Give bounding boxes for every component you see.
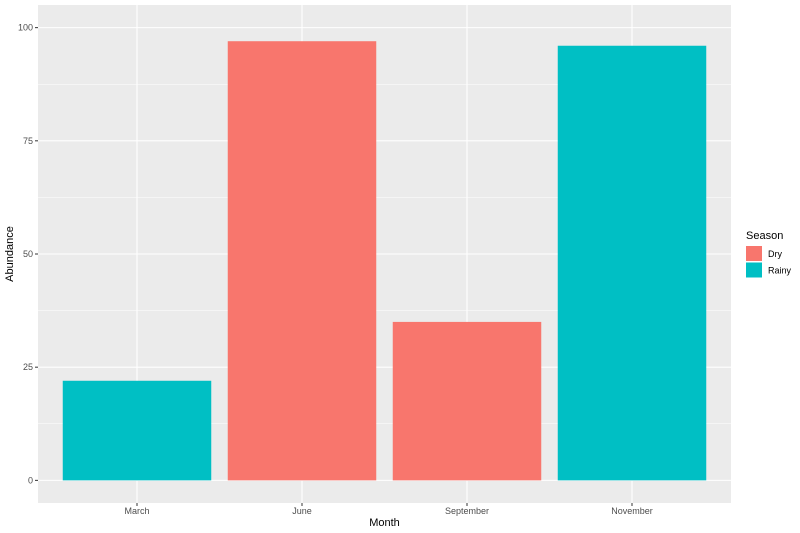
x-axis-ticks: March June September November <box>124 503 653 516</box>
y-axis-title: Abundance <box>4 226 16 282</box>
legend-key-dry <box>746 246 762 261</box>
bar-september <box>392 321 542 481</box>
bar-march <box>62 380 212 481</box>
y-tick-label: 75 <box>23 136 33 146</box>
y-tick-label: 25 <box>23 362 33 372</box>
x-tick-label: November <box>611 506 653 516</box>
y-tick-label: 0 <box>28 475 33 485</box>
legend-label-rainy: Rainy <box>768 266 792 276</box>
x-tick-label: March <box>124 506 149 516</box>
x-tick-label: June <box>292 506 312 516</box>
y-tick-label: 50 <box>23 249 33 259</box>
bars <box>62 41 707 481</box>
legend: Season Dry Rainy <box>746 230 792 278</box>
bar-june <box>227 41 377 481</box>
bar-november <box>557 45 707 481</box>
legend-label-dry: Dry <box>768 249 782 259</box>
x-axis-title: Month <box>369 517 400 529</box>
legend-title: Season <box>746 230 783 242</box>
legend-key-rainy <box>746 262 762 278</box>
x-tick-label: September <box>445 506 489 516</box>
y-axis-ticks: 0 25 50 75 100 <box>18 23 38 485</box>
y-tick-label: 100 <box>18 23 33 33</box>
